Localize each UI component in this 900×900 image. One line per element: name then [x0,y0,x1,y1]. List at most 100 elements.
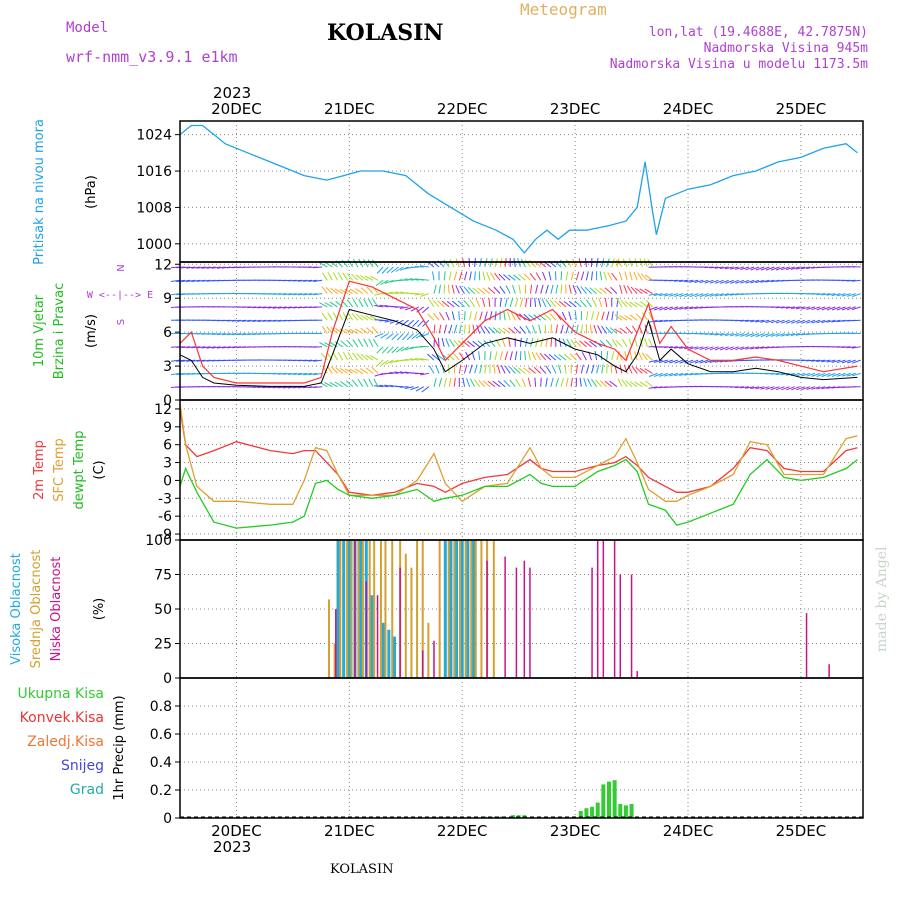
wind-arrow [453,353,460,361]
wind-arrow [463,286,470,294]
wind-arrow [342,312,349,321]
wind-arrow [438,377,443,387]
wind-arrow [499,351,503,361]
wind-arrow [433,312,440,321]
wind-arrow [623,285,628,294]
wind-arrow [806,319,816,324]
wind-arrow [740,386,750,389]
wind-arrow [427,353,435,361]
wind-arrow [438,284,441,294]
y-tick-label: 12 [154,257,172,273]
wind-arrow [570,339,577,348]
wind-arrow [340,380,348,388]
wind-arrow [543,313,552,321]
wind-arrow [339,328,348,334]
wind-arrow [780,306,790,309]
wind-arrow [653,359,663,363]
wind-arrow [795,266,806,270]
wind-arrow [544,353,552,361]
wind-arrow [750,279,760,284]
wind-arrow [458,324,462,334]
wind-arrow [614,328,623,334]
wind-arrow [171,359,181,362]
wind-arrow [349,288,359,295]
wind-arrow [625,326,633,334]
wind-arrow [704,333,714,335]
wind-arrow [574,300,582,308]
wind-arrow [277,306,287,309]
wind-arrow [497,380,506,388]
wind-arrow [730,333,739,337]
wind-arrow [740,333,750,337]
wind-arrow [201,346,211,349]
wind-arrow [474,271,476,281]
wind-arrow [484,325,491,334]
date-label-top: 22DEC [437,100,488,118]
wind-arrow [196,346,206,349]
wind-arrow [591,364,595,374]
wind-arrow [469,271,472,281]
wind-arrow [351,379,359,388]
wind-arrow [673,279,683,282]
wind-ylabel-2: Brzina i Pravac [52,283,67,380]
wind-arrow [673,346,683,349]
wind-arrow [412,319,420,328]
date-label-bottom: 25DEC [776,822,827,840]
wind-arrow [560,324,564,334]
wind-arrow [821,386,831,390]
wind-arrow [730,346,739,351]
wind-arrow [272,319,282,322]
temp-2m-line [179,408,858,496]
wind-arrow [535,284,538,294]
wind-arrow [785,306,795,309]
wind-arrow [368,298,374,308]
wind-arrow [846,279,856,282]
wind-arrow [457,300,465,308]
wind-arrow [420,293,430,297]
wind-arrow [734,386,744,389]
wind-arrow [724,333,734,337]
wind-arrow [831,293,841,297]
wind-arrow [453,377,456,387]
wind-arrow [262,306,272,309]
wind-arrow [694,359,704,364]
wind-arrow [535,338,539,347]
wind-arrow [648,386,658,389]
wind-arrow [831,372,841,377]
wind-arrow [619,284,623,294]
wind-arrow [277,293,287,295]
wind-arrow [433,377,437,387]
wind-arrow [313,359,323,362]
wind-arrow [574,311,577,321]
wind-arrow [587,378,592,387]
wind-arrow [630,286,638,294]
wind-arrow [596,311,600,321]
wind-arrow [580,286,587,294]
wind-arrow [206,346,216,349]
wind-arrow [292,306,302,309]
wind-arrow [386,346,394,354]
wind-arrow [624,315,633,321]
wind-arrow [502,327,511,334]
wind-arrow [221,346,231,349]
wind-arrow [565,259,572,268]
y-tick-label: -3 [158,491,172,507]
wind-arrow [679,293,689,298]
wind-arrow [541,298,547,308]
wind-arrow [313,346,323,348]
wind-arrow [527,351,531,361]
wind-arrow [379,384,389,388]
wind-gust-line [179,280,858,384]
wind-arrow [694,279,704,283]
wind-arrow [186,346,196,349]
precip-bar [578,811,583,818]
wind-arrow [550,284,554,294]
wind-arrow [363,338,369,348]
wind-arrow [483,339,491,348]
wind-arrow [739,319,750,322]
wind-arrow [570,377,573,387]
wind-arrow [601,364,604,374]
wind-arrow [347,312,354,321]
wind-arrow [704,279,714,284]
wind-arrow [699,359,709,364]
